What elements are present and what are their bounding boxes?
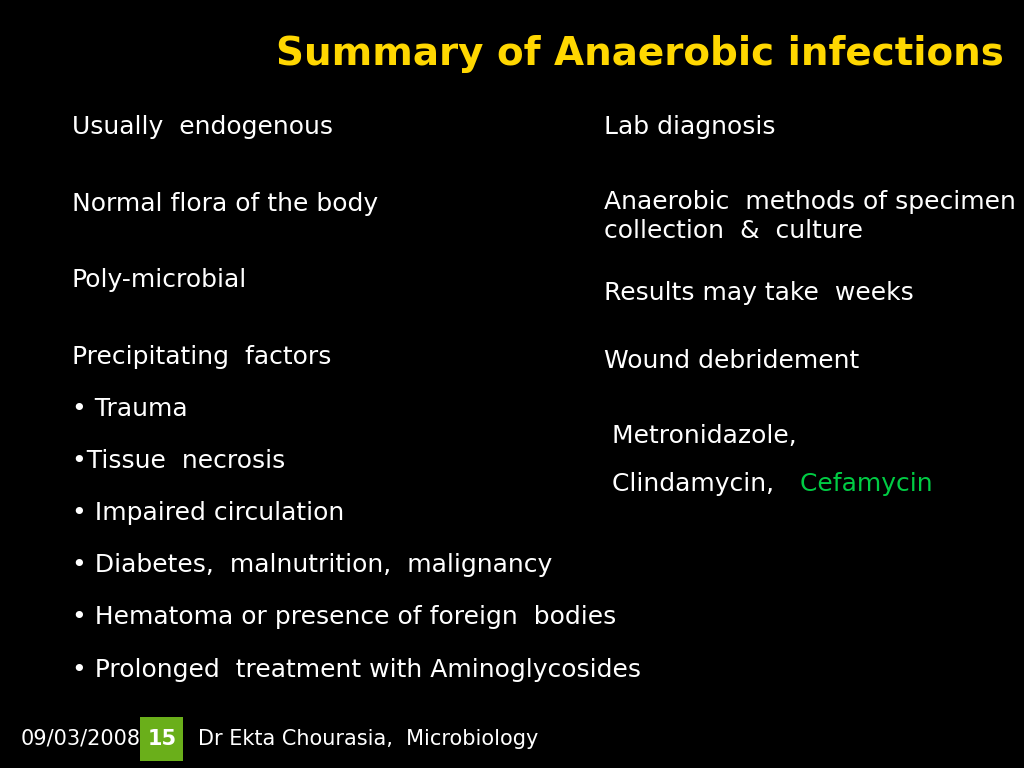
Text: Precipitating  factors: Precipitating factors (72, 345, 331, 369)
Text: 15: 15 (147, 729, 176, 749)
Text: •Tissue  necrosis: •Tissue necrosis (72, 449, 285, 473)
Text: • Prolonged  treatment with Aminoglycosides: • Prolonged treatment with Aminoglycosid… (72, 657, 641, 682)
Text: Results may take  weeks: Results may take weeks (604, 281, 913, 306)
Text: • Diabetes,  malnutrition,  malignancy: • Diabetes, malnutrition, malignancy (72, 553, 552, 578)
Text: • Trauma: • Trauma (72, 396, 187, 421)
Text: • Hematoma or presence of foreign  bodies: • Hematoma or presence of foreign bodies (72, 605, 615, 630)
Text: Clindamycin,: Clindamycin, (604, 472, 774, 496)
Text: Wound debridement: Wound debridement (604, 349, 859, 373)
Text: Normal flora of the body: Normal flora of the body (72, 191, 378, 216)
Text: Metronidazole,: Metronidazole, (604, 424, 797, 449)
Text: • Impaired circulation: • Impaired circulation (72, 501, 344, 525)
Text: Poly-microbial: Poly-microbial (72, 268, 247, 293)
Text: Cefamycin: Cefamycin (776, 472, 933, 496)
Text: 09/03/2008: 09/03/2008 (20, 729, 140, 749)
Text: Usually  endogenous: Usually endogenous (72, 114, 333, 139)
Text: Dr Ekta Chourasia,  Microbiology: Dr Ekta Chourasia, Microbiology (198, 729, 538, 749)
FancyBboxPatch shape (140, 717, 183, 761)
Text: Lab diagnosis: Lab diagnosis (604, 114, 775, 139)
Text: Summary of Anaerobic infections: Summary of Anaerobic infections (275, 35, 1004, 72)
Text: Anaerobic  methods of specimen
collection  &  culture: Anaerobic methods of specimen collection… (604, 190, 1016, 243)
